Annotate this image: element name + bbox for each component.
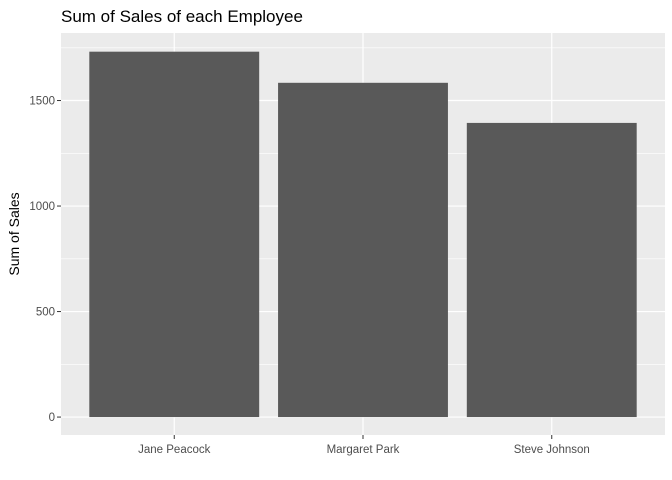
chart-title: Sum of Sales of each Employee (61, 7, 303, 26)
y-tick-label: 1000 (29, 201, 55, 213)
y-tick-label: 1500 (29, 96, 55, 108)
y-axis-title: Sum of Sales (6, 192, 22, 275)
x-tick-label: Steve Johnson (514, 444, 590, 456)
y-axis-ticks: 0 500 1000 1500 (29, 96, 61, 424)
y-tick-label: 500 (36, 307, 55, 319)
x-tick-label: Jane Peacock (138, 444, 210, 456)
x-axis-ticks: Jane Peacock Margaret Park Steve Johnson (138, 435, 590, 456)
bar-margaret-park (278, 82, 448, 418)
bar-jane-peacock (89, 51, 260, 418)
bar-steve-johnson (466, 122, 637, 418)
y-tick-label: 0 (49, 412, 55, 424)
bars (89, 51, 637, 418)
x-tick-label: Margaret Park (327, 444, 400, 456)
